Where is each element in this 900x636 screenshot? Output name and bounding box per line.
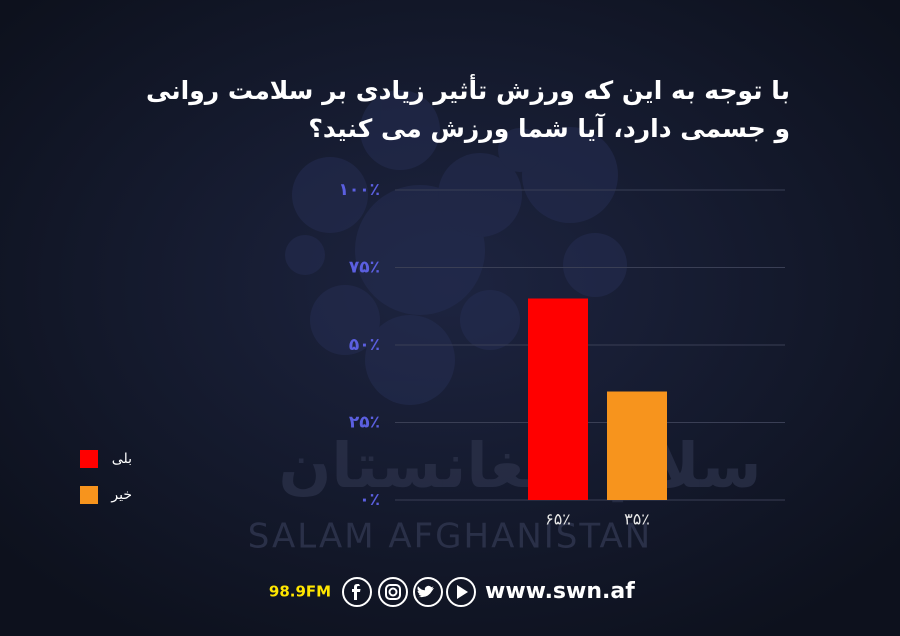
y-tick-label: ۰٪ <box>359 490 380 510</box>
y-tick-label: ۷۵٪ <box>349 258 380 278</box>
y-tick-label: ۵۰٪ <box>349 335 380 355</box>
website: www.swn.af <box>485 579 635 604</box>
value-label: ۶۵٪ <box>545 510 571 529</box>
chart-title: با توجه به این که ورزش تأثیر زیادی بر سل… <box>146 74 790 106</box>
y-tick-label: ۱۰۰٪ <box>338 180 380 200</box>
legend-label: خیر <box>110 487 132 503</box>
decor-circles <box>285 90 627 405</box>
facebook-icon <box>352 584 361 600</box>
legend-label: بلی <box>112 451 132 467</box>
value-label: ۳۵٪ <box>624 510 650 529</box>
watermark-persian: سلام افغانستان <box>278 429 761 503</box>
legend-swatch <box>80 486 98 504</box>
frequency: 98.9FM <box>269 583 331 601</box>
twitter-icon <box>416 585 434 598</box>
social-icons <box>342 577 476 607</box>
chart-title: و جسمی دارد، آیا شما ورزش می کنید؟ <box>308 113 790 144</box>
y-tick-label: ۲۵٪ <box>349 413 380 433</box>
plot: ۰٪ ۲۵٪ ۵۰٪ ۷۵٪ ۱۰۰٪ ۶۵٪ بلی ۳۵٪ خیر <box>80 180 785 529</box>
bar <box>607 391 667 500</box>
youtube-icon <box>457 585 468 599</box>
watermark-latin: SALAM AFGHANISTAN <box>248 517 652 557</box>
bar <box>528 298 588 500</box>
legend-swatch <box>80 450 98 468</box>
